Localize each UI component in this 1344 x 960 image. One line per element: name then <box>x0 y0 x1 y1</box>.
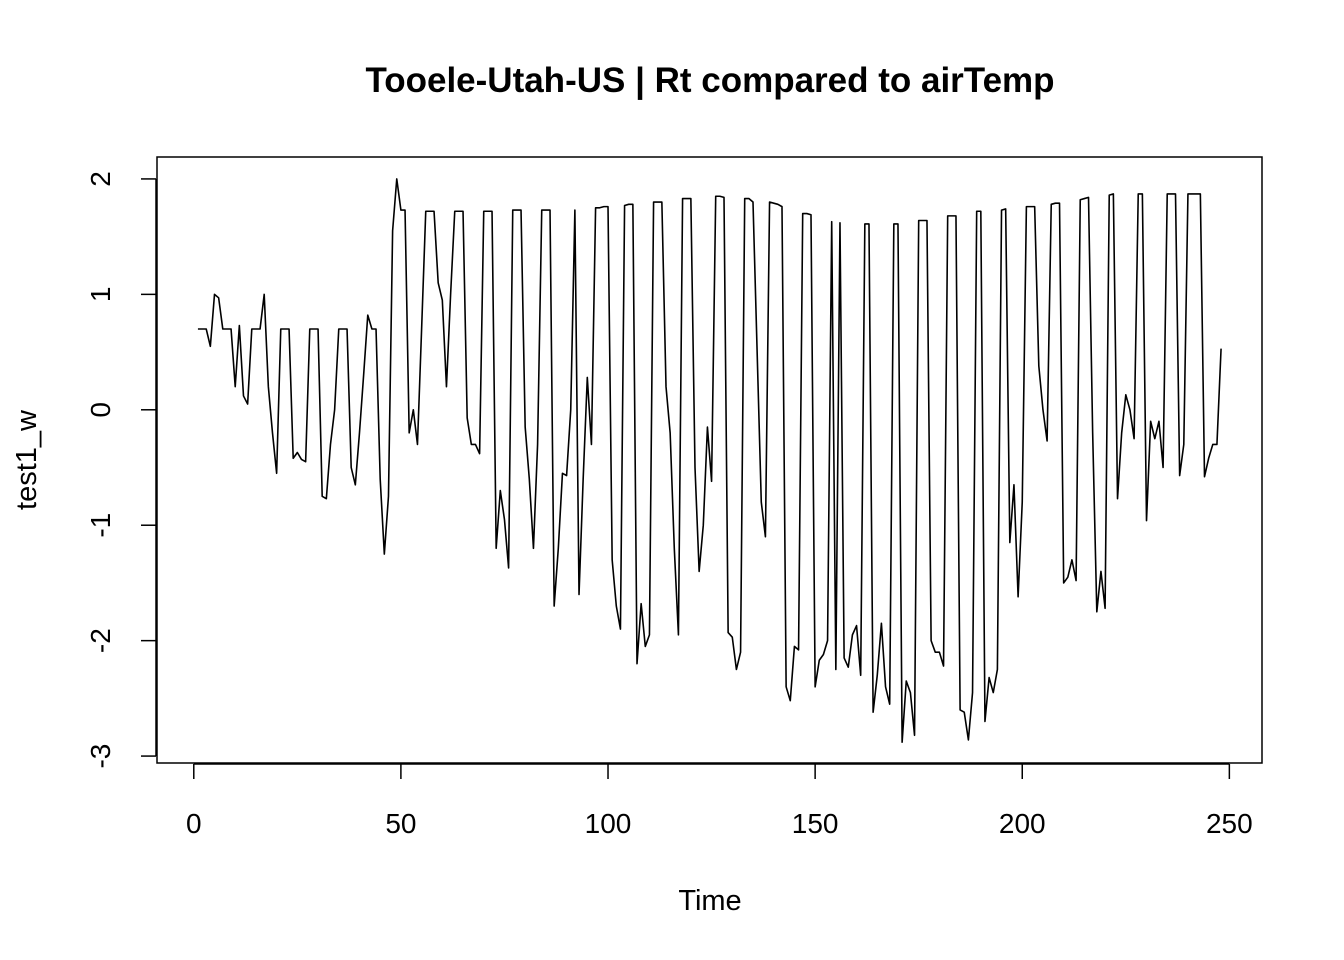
y-axis-label: test1_w <box>11 409 43 510</box>
plot-box <box>156 156 1263 764</box>
x-tick-label: 100 <box>585 808 632 839</box>
x-tick-label: 200 <box>999 808 1046 839</box>
x-tick-label: 0 <box>186 808 202 839</box>
y-tick-label: 0 <box>85 402 116 418</box>
y-tick-label: 1 <box>85 287 116 303</box>
x-tick-label: 50 <box>385 808 416 839</box>
y-tick-label: 2 <box>85 171 116 187</box>
y-tick-label: -3 <box>85 744 116 769</box>
chart-title: Tooele-Utah-US | Rt compared to airTemp <box>365 61 1054 100</box>
x-tick-label: 150 <box>792 808 839 839</box>
y-tick-label: -1 <box>85 513 116 538</box>
x-tick-label: 250 <box>1206 808 1253 839</box>
y-tick-label: -2 <box>85 628 116 653</box>
x-axis-label: Time <box>678 885 741 917</box>
data-line <box>197 178 1222 744</box>
